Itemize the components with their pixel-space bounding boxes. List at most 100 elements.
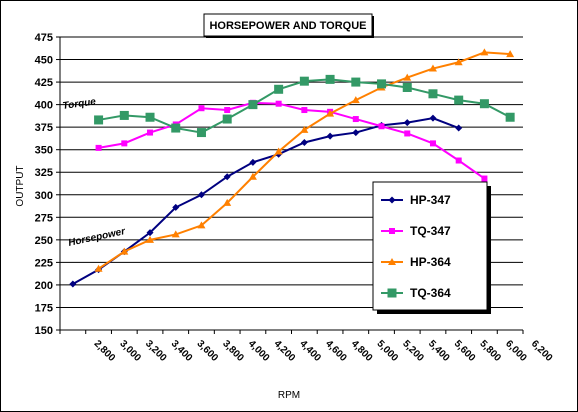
x-tick-label: 5,600 — [452, 338, 478, 364]
x-tick-label: 2,800 — [92, 338, 118, 364]
data-point-tq-364 — [299, 76, 309, 86]
data-point-hp-364 — [146, 235, 155, 243]
data-point-hp-347 — [172, 203, 180, 211]
data-point-tq-364 — [479, 99, 489, 109]
legend-label-hp-347: HP-347 — [410, 193, 451, 207]
data-point-tq-347 — [121, 140, 128, 147]
y-tick-label: 300 — [35, 190, 53, 202]
data-point-tq-347 — [147, 129, 154, 136]
data-point-hp-364 — [300, 125, 309, 133]
legend-label-hp-364: HP-364 — [410, 255, 451, 269]
data-point-hp-364 — [351, 96, 360, 104]
legend-marker-hp-364 — [388, 258, 396, 265]
y-axis-title: OUTPUT — [15, 165, 26, 206]
legend-items: HP-347 TQ-347 HP-364 TQ-364 — [381, 193, 451, 300]
annotation-torque: Torque — [62, 96, 97, 112]
x-tick-label: 3,400 — [169, 338, 195, 364]
data-point-tq-364 — [145, 112, 155, 122]
legend-label-tq-364: TQ-364 — [410, 286, 451, 300]
data-point-tq-364 — [94, 115, 104, 125]
series-lines — [69, 48, 515, 288]
axes — [56, 36, 524, 334]
y-tick-label: 275 — [35, 212, 53, 224]
y-tick-label: 425 — [35, 77, 53, 89]
legend-marker-tq-347 — [389, 228, 395, 234]
y-tick-label: 325 — [35, 167, 53, 179]
y-tick-label: 475 — [35, 32, 53, 44]
y-tick-label: 350 — [35, 145, 53, 157]
data-point-tq-364 — [248, 100, 258, 110]
data-point-hp-347 — [352, 129, 360, 137]
data-point-hp-364 — [428, 64, 437, 72]
data-point-hp-364 — [171, 230, 180, 238]
data-point-tq-364 — [171, 123, 181, 133]
y-tick-label: 200 — [35, 280, 53, 292]
y-tick-label: 400 — [35, 100, 53, 112]
data-point-hp-364 — [197, 221, 206, 229]
legend-label-tq-347: TQ-347 — [410, 224, 451, 238]
data-point-hp-364 — [506, 50, 515, 58]
data-point-hp-347 — [223, 173, 231, 181]
data-point-hp-347 — [69, 280, 77, 288]
data-point-hp-347 — [197, 191, 205, 199]
data-point-tq-364 — [119, 110, 129, 120]
data-point-tq-364 — [325, 74, 335, 84]
data-point-tq-347 — [95, 144, 102, 151]
data-point-tq-364 — [505, 112, 515, 122]
annotation-horsepower: Horsepower — [67, 226, 127, 249]
y-tick-label: 375 — [35, 122, 53, 134]
data-point-hp-364 — [120, 247, 129, 255]
data-point-tq-364 — [377, 79, 387, 89]
x-tick-labels: 2,800 3,000 3,200 3,400 3,600 3,800 4,000 4,200… — [92, 338, 555, 364]
legend: HP-347 TQ-347 HP-364 TQ-364 — [372, 181, 491, 314]
x-tick-label: 5,400 — [426, 338, 452, 364]
x-tick-label: 6,200 — [529, 338, 555, 364]
data-point-tq-364 — [351, 77, 361, 87]
data-point-tq-347 — [301, 107, 308, 114]
data-point-hp-364 — [248, 172, 257, 180]
y-tick-label: 450 — [35, 55, 53, 67]
chart-title: HORSEPOWER AND TORQUE — [209, 20, 366, 32]
data-point-hp-347 — [403, 119, 411, 127]
data-point-tq-364 — [402, 82, 412, 92]
data-point-hp-347 — [326, 132, 334, 140]
x-tick-label: 5,000 — [375, 338, 401, 364]
data-point-hp-347 — [300, 138, 308, 146]
x-tick-label: 3,200 — [143, 338, 169, 364]
data-point-hp-364 — [480, 48, 489, 56]
data-point-hp-347 — [249, 158, 257, 166]
data-point-tq-364 — [428, 89, 438, 99]
y-tick-labels: 150 175 200 225 250 275 300 325 350 375 400 425 450 4… — [35, 32, 53, 337]
legend-marker-tq-364 — [387, 288, 397, 298]
y-tick-label: 225 — [35, 257, 53, 269]
x-tick-label: 4,000 — [246, 338, 272, 364]
legend-marker-hp-347 — [388, 196, 396, 204]
data-point-hp-347 — [429, 114, 437, 122]
data-point-hp-347 — [455, 124, 463, 132]
x-tick-label: 4,200 — [272, 338, 298, 364]
y-tick-label: 250 — [35, 235, 53, 247]
data-point-tq-347 — [429, 140, 436, 147]
data-point-tq-364 — [274, 84, 284, 94]
y-tick-label: 150 — [35, 325, 53, 337]
data-point-hp-364 — [454, 58, 463, 66]
data-point-tq-364 — [454, 95, 464, 105]
data-point-tq-347 — [198, 105, 205, 112]
data-point-tq-364 — [196, 128, 206, 138]
x-tick-label: 6,000 — [503, 338, 529, 364]
x-tick-label: 5,800 — [477, 338, 503, 364]
data-point-tq-347 — [378, 123, 385, 130]
data-point-hp-347 — [146, 229, 154, 237]
x-tick-label: 3,000 — [117, 338, 143, 364]
data-point-hp-364 — [403, 73, 412, 81]
data-point-hp-364 — [274, 147, 283, 155]
title-box-shadow-right — [372, 16, 374, 38]
x-tick-label: 5,200 — [400, 338, 426, 364]
data-point-tq-347 — [275, 100, 282, 107]
x-tick-label: 4,800 — [349, 338, 375, 364]
data-point-hp-364 — [326, 109, 335, 117]
data-point-tq-347 — [455, 157, 462, 164]
data-point-tq-364 — [222, 114, 232, 124]
